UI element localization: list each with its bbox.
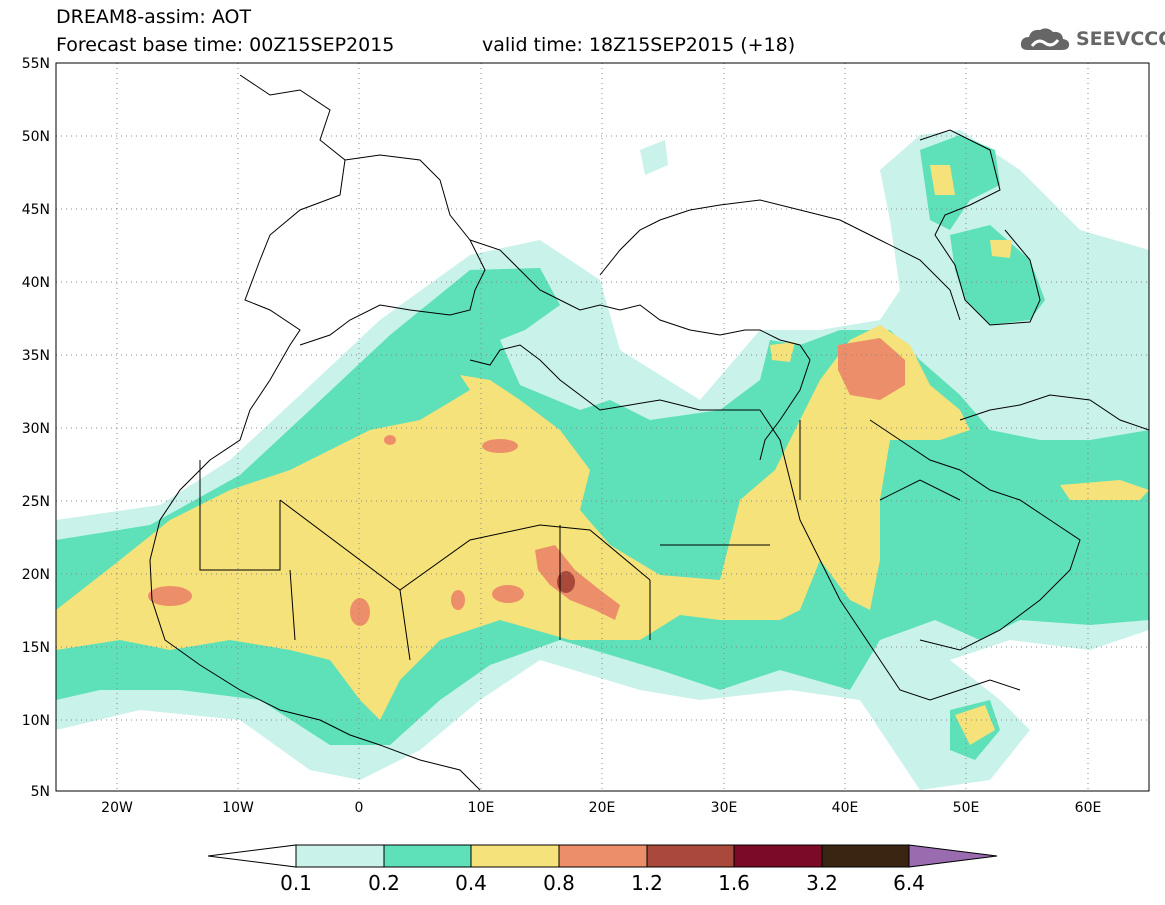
colorbar-swatch [646,844,735,868]
lon-labels: 20W 10W 0 10E 20E 30E 40E 50E 60E [101,800,1101,816]
colorbar-label: 1.6 [718,871,750,895]
coastlines [149,74,1149,791]
forecast-base-time: Forecast base time: 00Z15SEP2015 [56,34,395,56]
colorbar-label: 3.2 [806,871,838,895]
aot-level-1.2 [557,571,575,593]
colorbar-high-arrow [908,844,998,868]
lat-label: 5N [31,784,50,800]
colorbar-swatch [295,844,385,868]
lat-label: 40N [22,275,50,291]
colorbar-swatch [821,844,910,868]
valid-time: valid time: 18Z15SEP2015 (+18) [482,34,796,56]
lat-label: 45N [22,202,50,218]
colorbar-label: 1.2 [631,871,663,895]
seevccc-logo: SEEVCCC [1018,22,1165,56]
colorbar-label: 0.1 [280,871,312,895]
lon-label: 20W [101,800,133,816]
colorbar-label: 0.8 [543,871,575,895]
colorbar-swatch [383,844,472,868]
aot-field [56,63,1149,791]
lon-label: 0 [355,800,364,816]
lon-label: 60E [1075,800,1102,816]
lon-label: 10E [468,800,495,816]
colorbar-label: 0.4 [455,871,487,895]
lat-labels: 55N 50N 45N 40N 35N 30N 25N 20N 15N 10N … [22,56,50,800]
lon-label: 20E [589,800,616,816]
map-frame [55,62,1150,792]
colorbar-label: 0.2 [368,871,400,895]
map-title: DREAM8-assim: AOT [56,6,252,28]
lat-label: 10N [22,713,50,729]
aot-level-0.8 [148,338,905,626]
lat-label: 20N [22,567,50,583]
colorbar-swatch [558,844,648,868]
aot-level-0.4 [56,165,1149,745]
lat-label: 50N [22,129,50,145]
lat-label: 15N [22,640,50,656]
lat-label: 30N [22,421,50,437]
lat-label: 55N [22,56,50,72]
colorbar-low-arrow [207,844,297,868]
lon-label: 50E [953,800,980,816]
colorbar-swatch [733,844,823,868]
lat-label: 25N [22,494,50,510]
lat-label: 35N [22,348,50,364]
lon-label: 40E [832,800,859,816]
lon-label: 10W [222,800,254,816]
colorbar-label: 6.4 [893,871,925,895]
colorbar-labels: 0.1 0.2 0.4 0.8 1.2 1.6 3.2 6.4 [280,871,925,895]
colorbar [207,844,998,868]
lon-label: 30E [711,800,738,816]
colorbar-swatch [470,844,560,868]
cloud-logo-icon [1020,28,1070,50]
logo-text: SEEVCCC [1076,28,1165,50]
